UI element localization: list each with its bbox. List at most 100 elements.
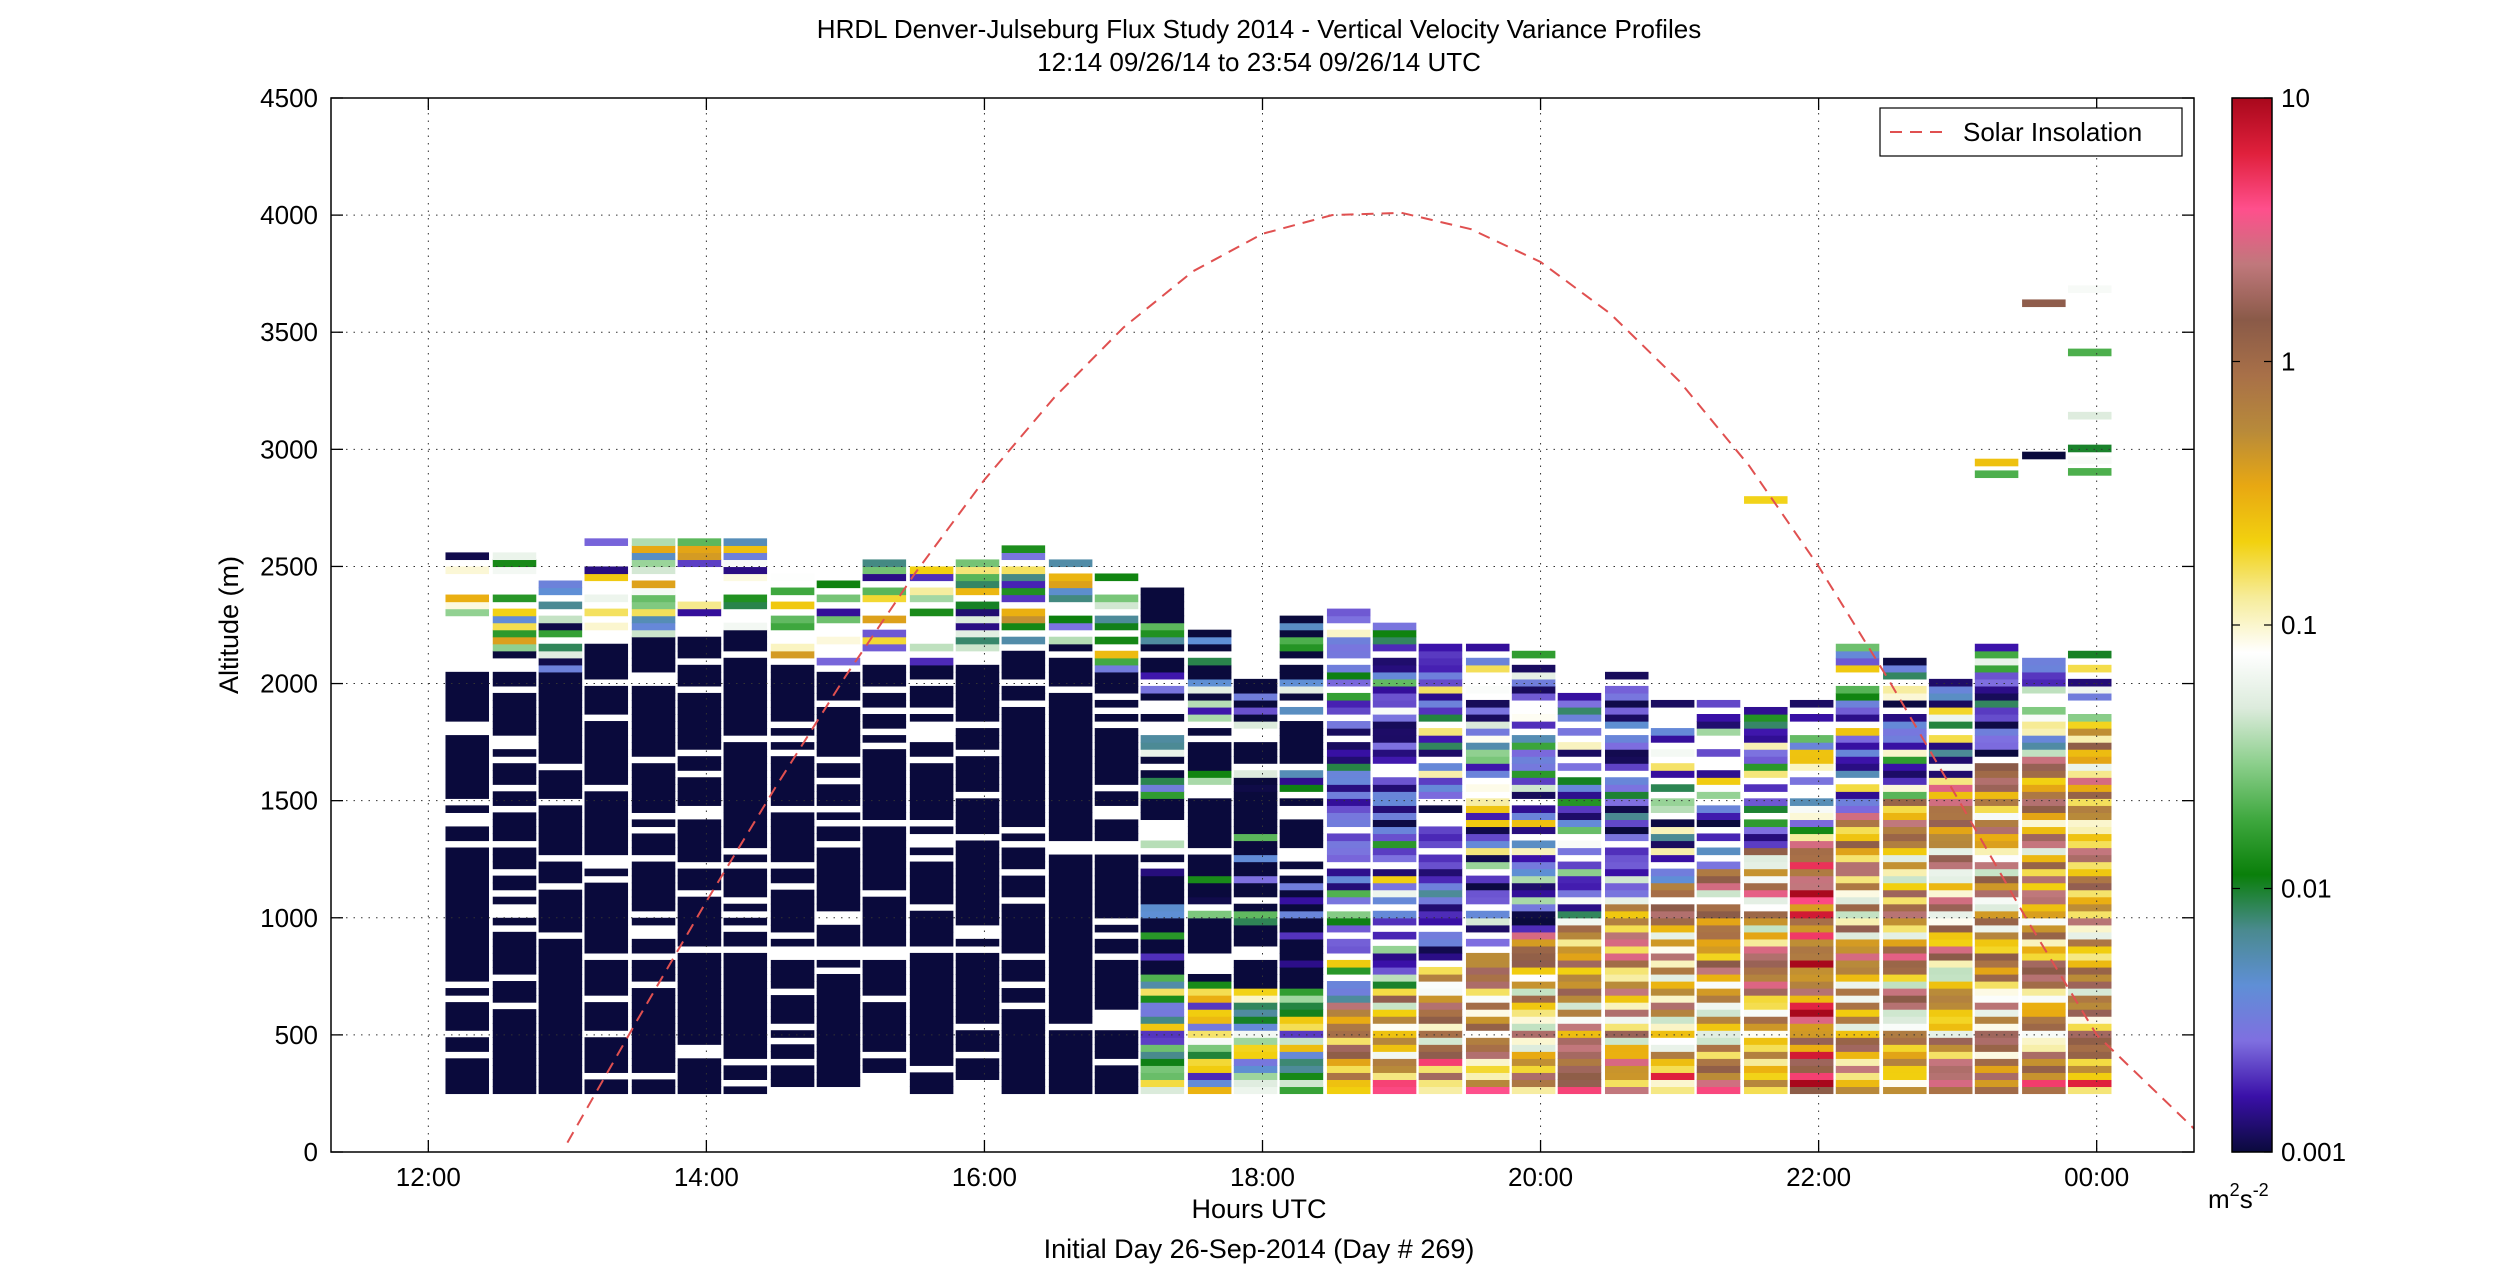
heatmap-cell [1928, 1030, 1973, 1038]
heatmap-cell [1511, 692, 1556, 701]
heatmap-cell [1928, 889, 1973, 898]
heatmap-cell [2022, 1023, 2066, 1031]
heatmap-cell [1233, 931, 1278, 940]
heatmap-cell [584, 988, 629, 996]
heatmap-cell [723, 657, 768, 666]
heatmap-cell [1511, 1002, 1556, 1010]
heatmap-cell [2067, 735, 2112, 743]
heatmap-cell [955, 1065, 1000, 1073]
heatmap-cell [1418, 749, 1463, 757]
heatmap-cell [816, 671, 861, 680]
heatmap-cell [909, 861, 954, 870]
heatmap-cell [677, 559, 722, 568]
heatmap-cell [1001, 728, 1046, 736]
heatmap-cell [2022, 805, 2066, 813]
heatmap-cell [1650, 896, 1695, 905]
heatmap-cell [1696, 917, 1741, 926]
heatmap-cell [816, 1044, 861, 1052]
heatmap-cell [955, 938, 1000, 947]
heatmap-cell [723, 756, 768, 764]
heatmap-cell [1140, 692, 1185, 701]
heatmap-cell [1140, 657, 1185, 666]
heatmap-cell [723, 854, 768, 863]
heatmap-cell [1372, 756, 1417, 764]
heatmap-cell [2022, 742, 2066, 750]
heatmap-cell [1048, 622, 1093, 631]
heatmap-cell [723, 966, 768, 975]
heatmap-cell [1094, 1079, 1139, 1088]
heatmap-cell [1326, 819, 1371, 828]
heatmap-cell [1140, 735, 1185, 743]
heatmap-cell [584, 868, 629, 877]
heatmap-cell [1187, 995, 1232, 1003]
heatmap-cell [1326, 917, 1371, 926]
heatmap-cell [1744, 896, 1788, 905]
heatmap-cell [631, 714, 676, 722]
heatmap-cell [862, 903, 907, 912]
heatmap-cell [862, 777, 907, 785]
y-tick-label: 500 [275, 1020, 318, 1050]
heatmap-cell [584, 882, 629, 891]
heatmap-cell [1001, 742, 1046, 750]
heatmap-cell [1233, 770, 1278, 778]
heatmap-cell [1233, 959, 1278, 968]
heatmap-cell [1140, 1051, 1185, 1059]
heatmap-cell [1048, 995, 1093, 1003]
heatmap-cell [631, 1086, 676, 1095]
heatmap-cell [1187, 868, 1232, 877]
heatmap-cell [1326, 1072, 1371, 1080]
heatmap-cell [1279, 742, 1324, 750]
heatmap-cell [1650, 749, 1695, 757]
heatmap-cell [1326, 650, 1371, 659]
heatmap-cell [1465, 706, 1510, 715]
heatmap-cell [862, 973, 907, 982]
heatmap-cell [1883, 931, 1927, 940]
heatmap-cell [1187, 798, 1232, 806]
heatmap-cell [1789, 1023, 1834, 1031]
heatmap-cell [723, 721, 768, 729]
heatmap-cell [1650, 1072, 1695, 1080]
heatmap-cell [1883, 1016, 1927, 1024]
heatmap-cell [1326, 763, 1371, 771]
heatmap-cell [584, 657, 629, 666]
heatmap-cell [1326, 896, 1371, 905]
heatmap-cell [1140, 910, 1185, 919]
heatmap-cell [909, 742, 954, 750]
heatmap-cell [445, 868, 490, 877]
heatmap-cell [1094, 959, 1139, 968]
heatmap-cell [2067, 721, 2112, 729]
heatmap-cell [1187, 1058, 1232, 1066]
heatmap-cell [1465, 826, 1510, 835]
heatmap-cell [1187, 938, 1232, 947]
heatmap-cell [1233, 699, 1278, 708]
heatmap-cell [631, 650, 676, 659]
heatmap-cell [2067, 833, 2112, 842]
heatmap-cell [1511, 1023, 1556, 1031]
heatmap-cell [1418, 1030, 1463, 1038]
heatmap-cell [492, 608, 537, 617]
heatmap-cell [1557, 826, 1602, 835]
heatmap-cell [1789, 1009, 1834, 1017]
heatmap-cell [445, 685, 490, 694]
heatmap-cell [1001, 1044, 1046, 1052]
heatmap-point [2022, 299, 2066, 308]
heatmap-cell [1604, 861, 1649, 870]
heatmap-cell [1465, 889, 1510, 898]
heatmap-cell [2022, 664, 2066, 673]
heatmap-cell [862, 959, 907, 968]
heatmap-cell [538, 714, 583, 722]
colorbar-tick-label: 0.001 [2281, 1137, 2346, 1167]
heatmap-cell [2022, 749, 2066, 757]
heatmap-cell [677, 671, 722, 680]
heatmap-cell [2022, 938, 2066, 947]
heatmap-cell [1326, 868, 1371, 877]
heatmap-cell [1418, 988, 1463, 996]
heatmap-cell [445, 763, 490, 771]
heatmap-cell [1418, 826, 1463, 835]
heatmap-cell [1604, 868, 1649, 877]
heatmap-cell [677, 791, 722, 799]
heatmap-cell [1928, 1044, 1973, 1052]
heatmap-cell [1928, 988, 1973, 996]
heatmap-cell [1001, 594, 1046, 603]
heatmap-cell [1001, 1065, 1046, 1073]
